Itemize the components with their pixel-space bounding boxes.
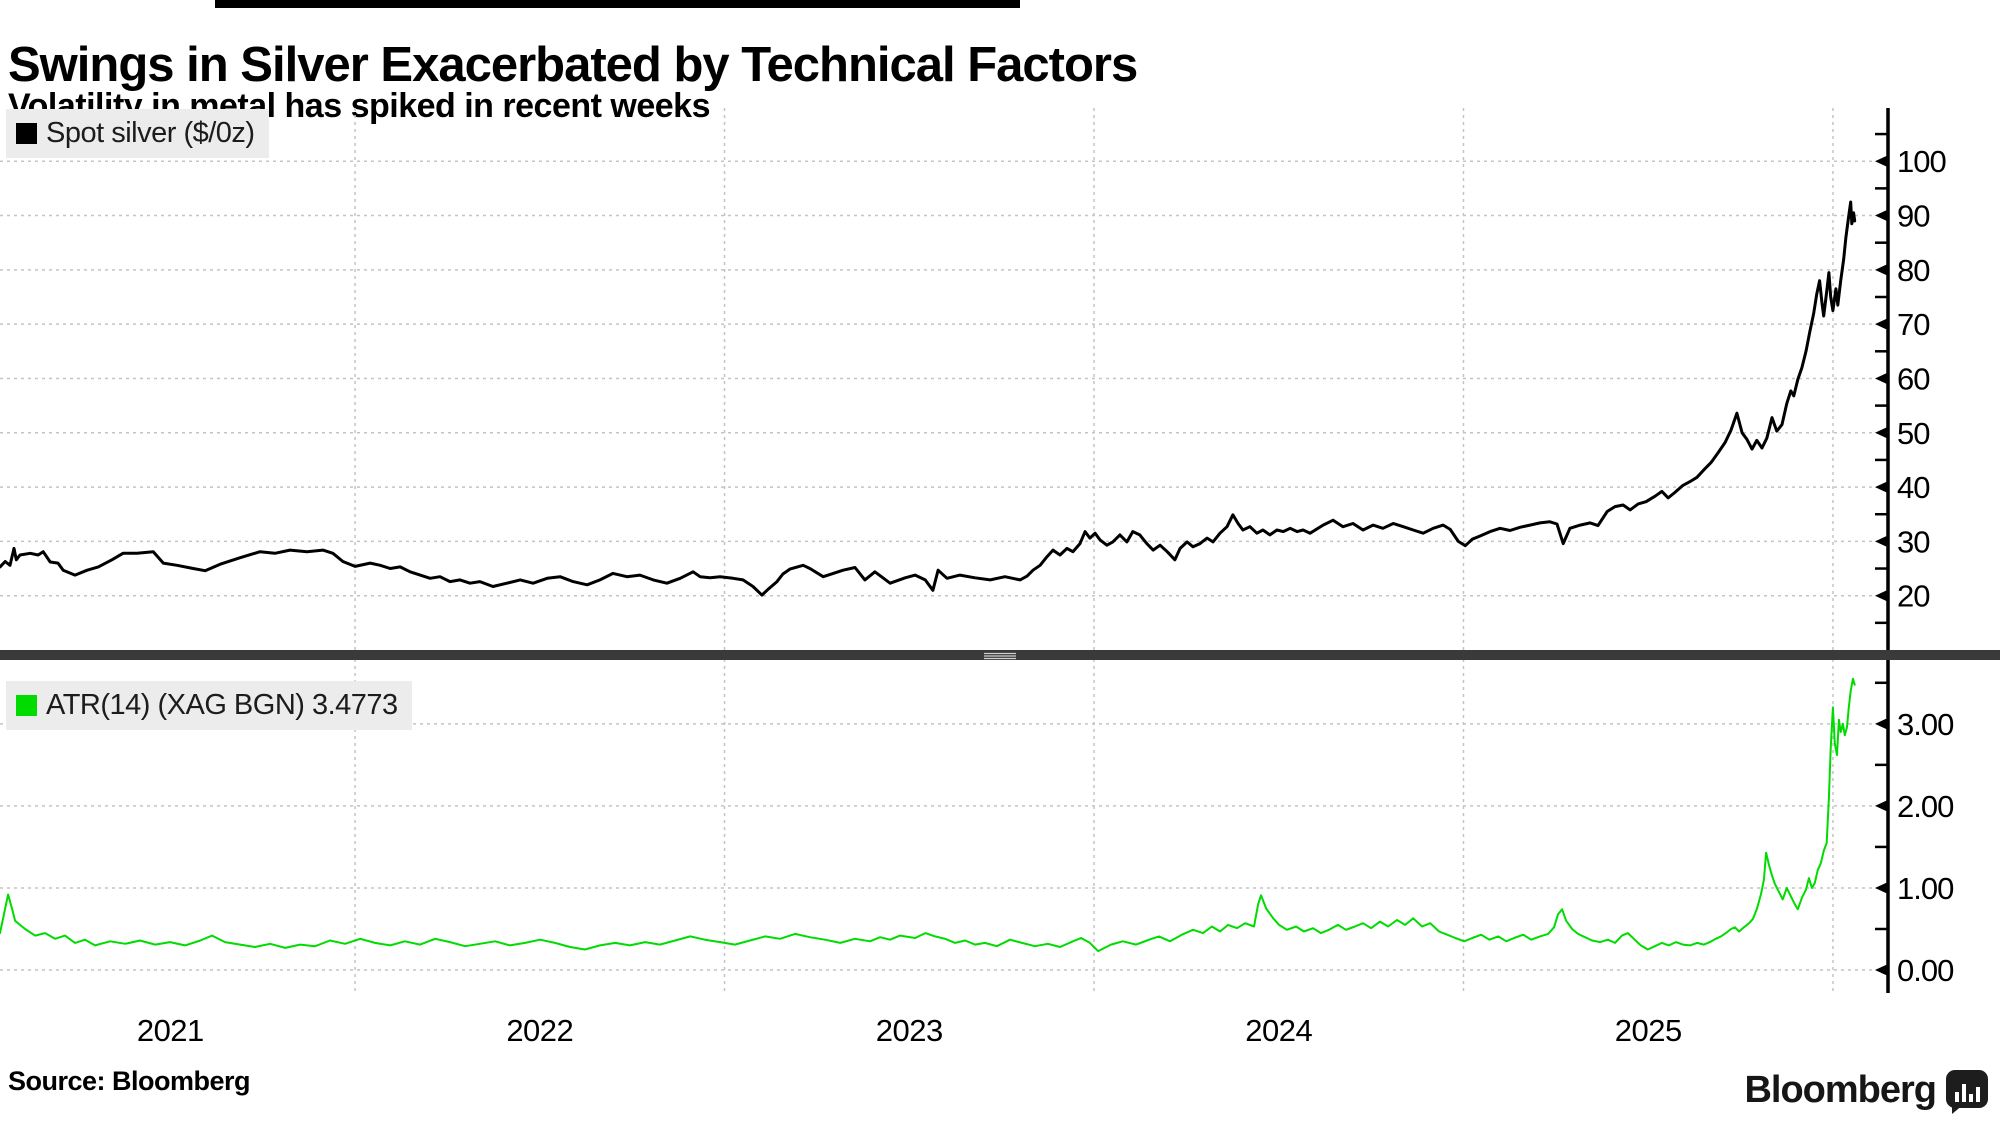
major-tick-arrow-spot-90 — [1875, 209, 1888, 222]
y-tick-label-spot-40: 40 — [1897, 470, 1930, 505]
major-tick-arrow-spot-70 — [1875, 318, 1888, 331]
bloomberg-logo: Bloomberg — [1744, 1069, 1988, 1114]
y-tick-label-atr-2: 2.00 — [1897, 789, 1954, 824]
panel-separator — [0, 650, 2000, 660]
y-tick-label-spot-90: 90 — [1897, 199, 1930, 234]
bloomberg-wordmark: Bloomberg — [1744, 1069, 1937, 1111]
legend-spot-silver-label: Spot silver ($/0z) — [46, 117, 255, 149]
y-tick-label-atr-1: 1.00 — [1897, 871, 1954, 906]
y-tick-label-spot-20: 20 — [1897, 579, 1930, 614]
y-tick-label-spot-100: 100 — [1897, 144, 1946, 179]
y-tick-label-spot-80: 80 — [1897, 253, 1930, 288]
y-tick-label-atr-3: 3.00 — [1897, 707, 1954, 742]
major-tick-arrow-spot-30 — [1875, 535, 1888, 548]
bloomberg-terminal-chart-icon — [1946, 1069, 1988, 1114]
major-tick-arrow-spot-50 — [1875, 426, 1888, 439]
series-line-spot — [0, 200, 1857, 597]
legend-spot-silver: Spot silver ($/0z) — [6, 109, 269, 158]
source-attribution: Source: Bloomberg — [8, 1066, 251, 1096]
legend-atr-label: ATR(14) (XAG BGN) 3.4773 — [46, 689, 398, 721]
major-tick-arrow-atr-1 — [1875, 881, 1888, 894]
major-tick-arrow-atr-0 — [1875, 964, 1888, 977]
major-tick-arrow-spot-40 — [1875, 481, 1888, 494]
series-line-atr — [0, 677, 1856, 953]
y-tick-label-spot-60: 60 — [1897, 361, 1930, 396]
atr-swatch-icon — [16, 695, 37, 716]
page-title: Swings in Silver Exacerbated by Technica… — [8, 37, 1138, 92]
legend-atr: ATR(14) (XAG BGN) 3.4773 — [6, 681, 412, 730]
y-tick-label-atr-0: 0.00 — [1897, 953, 1954, 988]
y-tick-label-spot-70: 70 — [1897, 307, 1930, 342]
y-tick-label-spot-30: 30 — [1897, 524, 1930, 559]
top-bar — [215, 0, 1020, 8]
y-tick-label-spot-50: 50 — [1897, 416, 1930, 451]
spot-silver-swatch-icon — [16, 123, 37, 144]
major-tick-arrow-atr-3 — [1875, 717, 1888, 730]
major-tick-arrow-spot-100 — [1875, 155, 1888, 168]
major-tick-arrow-spot-60 — [1875, 372, 1888, 385]
major-tick-arrow-atr-2 — [1875, 799, 1888, 812]
major-tick-arrow-spot-20 — [1875, 589, 1888, 602]
major-tick-arrow-spot-80 — [1875, 263, 1888, 276]
